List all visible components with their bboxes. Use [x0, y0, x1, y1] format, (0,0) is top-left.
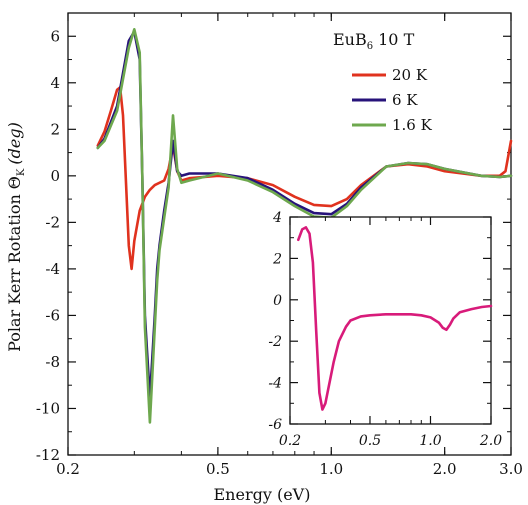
main-y-tick-label: 2 [50, 120, 60, 138]
main-x-tick-label: 0.2 [56, 460, 80, 478]
main-x-tick-label: 1.0 [319, 460, 343, 478]
main-y-tick-label: -6 [45, 306, 60, 324]
main-x-tick-label: 2.0 [433, 460, 457, 478]
annotation-label: EuB6 10 T [333, 30, 415, 52]
x-axis-label: Energy (eV) [214, 485, 311, 504]
annotation-material: EuB [333, 30, 367, 49]
legend-label-1-6k: 1.6 K [392, 116, 433, 134]
inset-x-tick-label: 2.0 [479, 433, 502, 449]
inset-y-tick-label: -2 [268, 334, 282, 350]
main-x-tick-label: 3.0 [499, 460, 523, 478]
inset-frame [289, 216, 492, 425]
main-y-tick-label: -10 [36, 399, 60, 417]
inset-y-tick-label: -4 [268, 376, 282, 392]
inset-y-tick-label: 0 [273, 293, 282, 309]
annotation-field: 10 T [378, 30, 414, 49]
inset-x-tick-label: 0.2 [279, 433, 301, 449]
inset-x-tick-label: 0.5 [359, 433, 381, 449]
legend-label-6k: 6 K [392, 91, 418, 109]
inset-x-tick-label: 1.0 [419, 433, 441, 449]
main-y-tick-label: 6 [50, 27, 60, 45]
inset-y-tick-label: 4 [272, 210, 282, 226]
main-y-tick-label: 0 [50, 167, 60, 185]
inset-series-line-0 [296, 226, 493, 411]
inset-y-tick-label: 2 [272, 251, 282, 267]
y-axis-label-symbol: Θ [5, 176, 24, 189]
main-y-tick-label: -2 [45, 213, 60, 231]
annotation-subscript: 6 [367, 41, 373, 52]
main-series-line-2 [96, 27, 513, 424]
y-axis-label: Polar Kerr Rotation ΘK (deg) [5, 122, 27, 352]
main-y-tick-label: 4 [50, 74, 60, 92]
inset-plot-area: 0.2 0.5 1.0 2.0 -6 -4 -2 0 2 4 [268, 210, 502, 449]
main-y-tick-label: -12 [36, 446, 60, 464]
y-axis-label-unit: (deg) [5, 122, 24, 164]
y-axis-label-main: Polar Kerr Rotation [5, 194, 24, 352]
main-x-tick-label: 0.5 [206, 460, 230, 478]
legend-label-20k: 20 K [392, 66, 428, 84]
main-y-tick-label: -4 [45, 260, 60, 278]
y-axis-label-sub: K [16, 168, 27, 176]
svg-text:Polar Kerr RotationΘK(deg): Polar Kerr Rotation ΘK (deg) [5, 122, 27, 352]
inset-y-tick-label: -6 [268, 417, 282, 433]
main-y-tick-label: -8 [45, 353, 60, 371]
legend: 20 K 6 K 1.6 K [352, 66, 433, 134]
